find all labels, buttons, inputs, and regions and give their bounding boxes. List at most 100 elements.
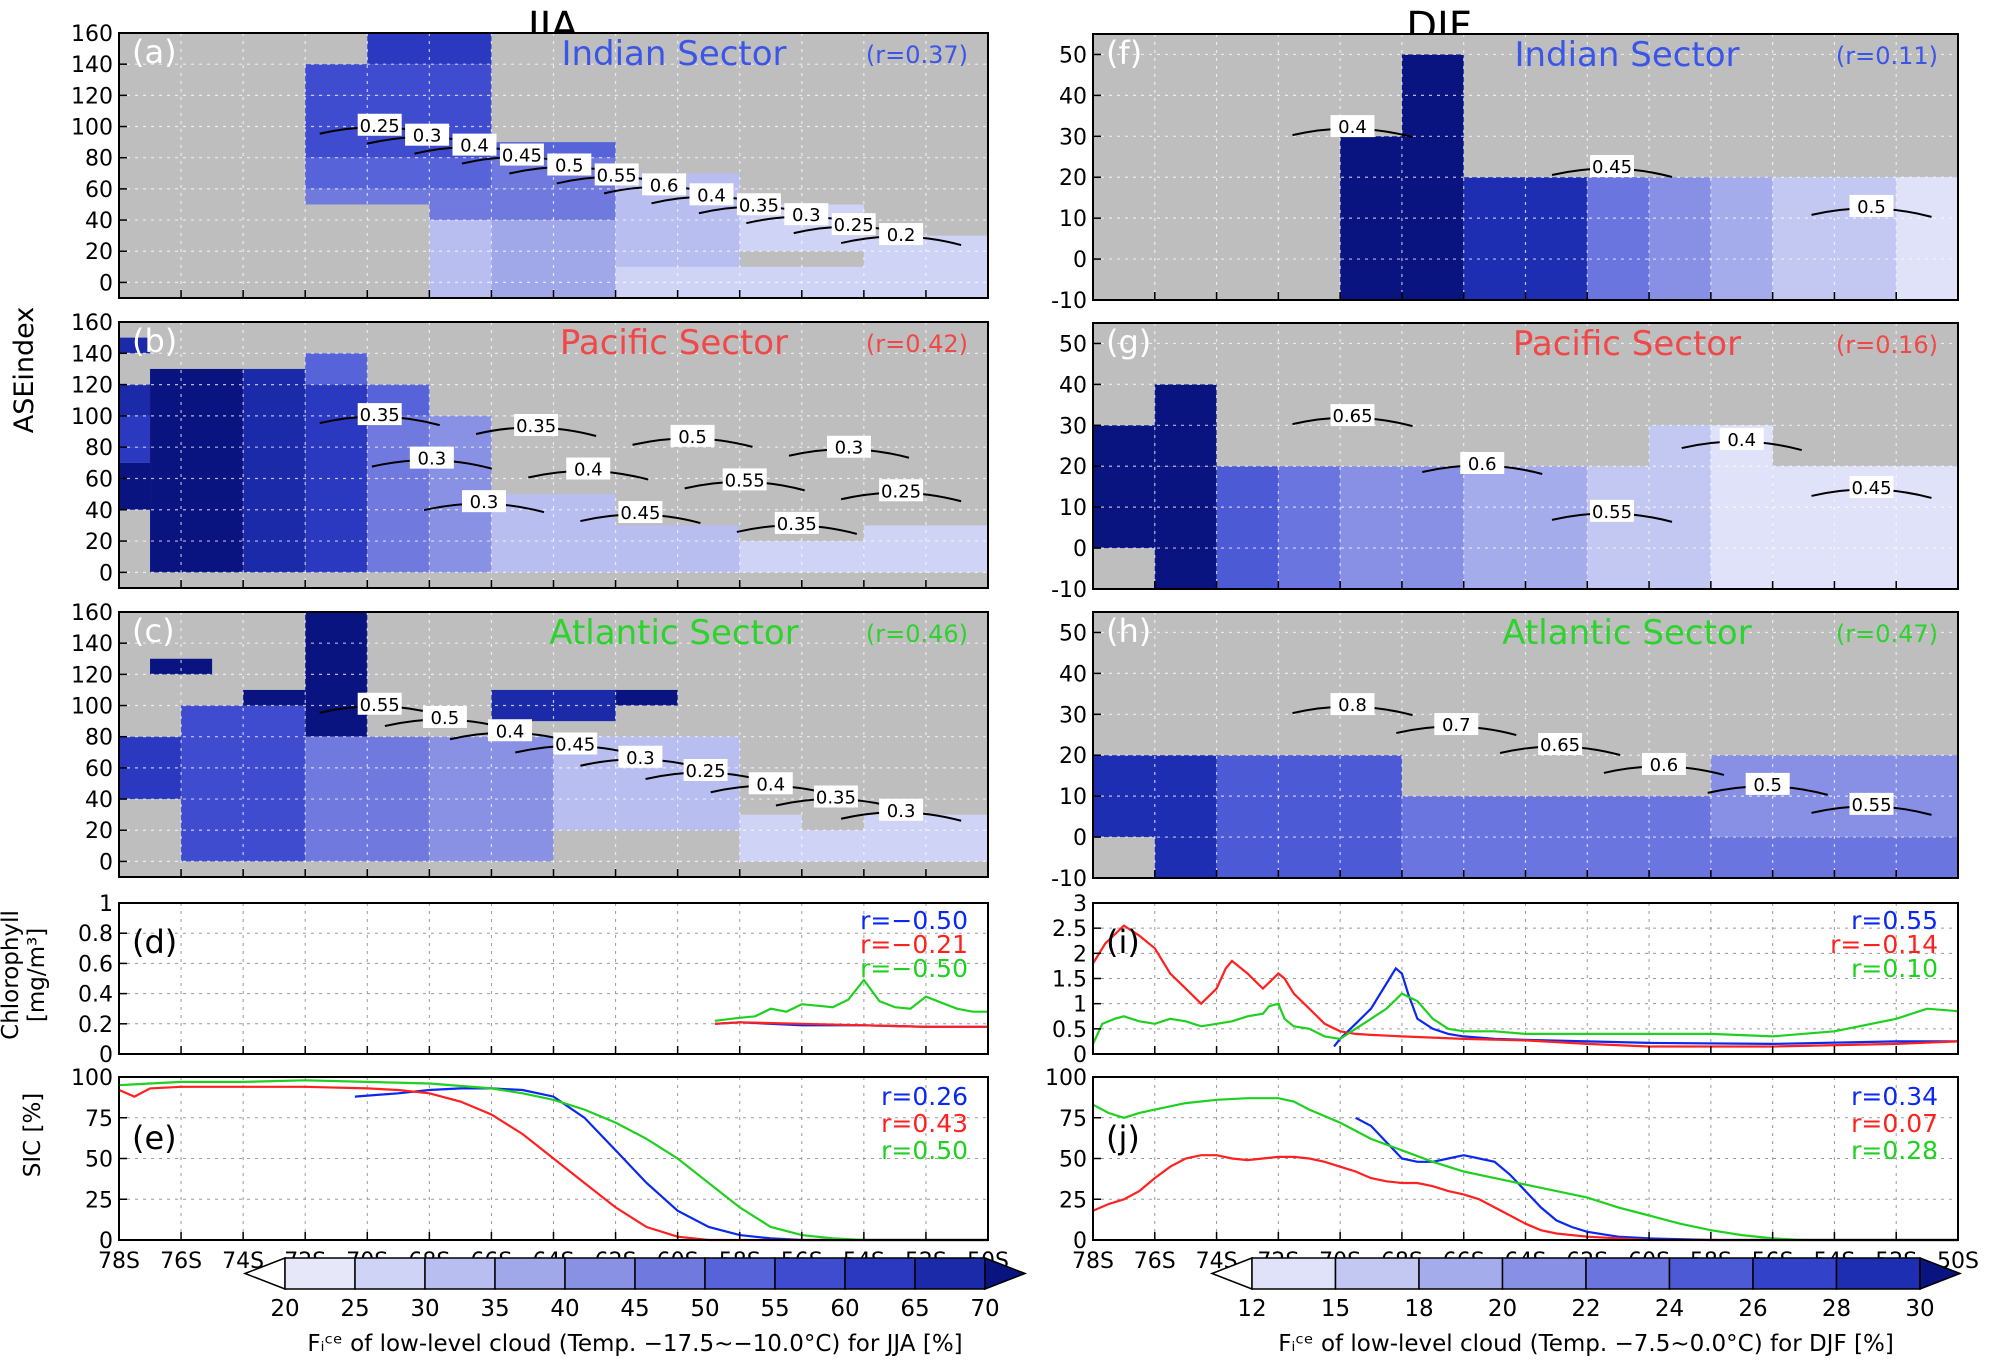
heatmap-cell bbox=[429, 204, 492, 221]
y-tick-label: 10 bbox=[1059, 207, 1087, 232]
colorbar-tick-label: 65 bbox=[900, 1296, 929, 1322]
sector-label: Atlantic Sector bbox=[1502, 613, 1751, 653]
colorbar-segment bbox=[634, 1257, 706, 1290]
y-tick-label: -10 bbox=[1051, 578, 1087, 603]
colorbar-tick-label: 20 bbox=[1488, 1296, 1517, 1322]
contour-label: 0.55 bbox=[725, 470, 765, 491]
heatmap-cell bbox=[1154, 837, 1217, 878]
panel-letter: (i) bbox=[1106, 923, 1140, 961]
colorbar-tick-label: 26 bbox=[1738, 1296, 1767, 1322]
heatmap-cell bbox=[305, 353, 368, 385]
x-tick-label: 76S bbox=[1134, 1249, 1176, 1274]
y-tick-label: 120 bbox=[71, 84, 113, 109]
colorbar-segment bbox=[1668, 1257, 1754, 1290]
contour-label-box bbox=[1538, 733, 1583, 755]
y-tick-label: 0.2 bbox=[78, 1013, 113, 1038]
contour-label: 0.25 bbox=[686, 761, 726, 782]
contour-label-box bbox=[826, 435, 871, 458]
heatmap-cell bbox=[305, 188, 492, 205]
panel-letter: (j) bbox=[1106, 1119, 1140, 1157]
series-line-green bbox=[714, 978, 988, 1022]
contour-label-box bbox=[689, 183, 734, 206]
contour-label-box bbox=[879, 479, 924, 502]
contour-label-box bbox=[722, 468, 767, 491]
colorbar-tick-label: 12 bbox=[1237, 1296, 1266, 1322]
y-tick-label: 40 bbox=[1059, 84, 1087, 109]
contour-label-box bbox=[683, 759, 728, 781]
contour-label-box bbox=[774, 511, 819, 534]
contour-label-box bbox=[547, 153, 592, 176]
colorbar-tick-label: 24 bbox=[1655, 1296, 1684, 1322]
contour-label: 0.25 bbox=[360, 116, 400, 137]
contour-label: 0.4 bbox=[756, 774, 785, 795]
colorbar-jja: 20 25 30 35 40 45 50 55 60 65 70 Fᵢᶜᵉ of low-level … bbox=[242, 1256, 1028, 1357]
contour-label: 0.8 bbox=[1338, 695, 1367, 716]
y-tick-label: 60 bbox=[85, 757, 113, 782]
y-tick-label: 1 bbox=[1073, 993, 1087, 1018]
heatmap-cell bbox=[305, 157, 492, 189]
contour-label: 0.5 bbox=[555, 156, 584, 177]
y-tick-label: 0 bbox=[1073, 537, 1087, 562]
panel-g: 0.65 0.6 0.55 0.4 0.45 Pacific Sector (r=0.16)… bbox=[1051, 322, 1959, 603]
y-tick-label: 0 bbox=[99, 850, 113, 875]
colorbar-segment bbox=[284, 1257, 356, 1290]
contour-label: 0.65 bbox=[1540, 735, 1580, 756]
heatmap-cell bbox=[1216, 755, 1402, 878]
y-tick-label: -10 bbox=[1051, 289, 1087, 314]
contour-label-box bbox=[1330, 115, 1375, 138]
y-tick-label: 0 bbox=[1073, 248, 1087, 273]
correlation-label: (r=0.16) bbox=[1836, 331, 1938, 359]
y-tick-label: 80 bbox=[85, 726, 113, 751]
heatmap-cell bbox=[150, 368, 244, 573]
contour-label: 0.6 bbox=[1650, 755, 1679, 776]
heatmap-cell bbox=[119, 384, 151, 416]
contour-label: 0.55 bbox=[360, 695, 400, 716]
heatmap-cell bbox=[615, 689, 678, 706]
colorbar-djf: 12 15 18 20 22 24 26 28 30 Fᵢᶜᵉ of low-level clou… bbox=[1209, 1256, 1963, 1357]
colorbar-tick-label: 60 bbox=[830, 1296, 859, 1322]
contour-label-box bbox=[618, 501, 663, 524]
sector-label: Pacific Sector bbox=[560, 323, 788, 363]
correlation-label-green: r=0.10 bbox=[1851, 954, 1938, 983]
correlation-label: (r=0.42) bbox=[866, 330, 968, 358]
y-tick-label: 50 bbox=[1059, 332, 1087, 357]
correlation-label-blue: r=−0.50 bbox=[860, 906, 968, 935]
y-tick-label: 1 bbox=[99, 892, 113, 917]
y-tick-label: 0 bbox=[99, 1043, 113, 1068]
y-tick-label: 0 bbox=[1073, 1229, 1087, 1254]
contour-label: 0.35 bbox=[739, 195, 779, 216]
colorbar-tick-label: 25 bbox=[340, 1296, 369, 1322]
contour-label-box bbox=[1330, 404, 1375, 427]
correlation-label-blue: r=0.26 bbox=[881, 1082, 968, 1111]
contour-label-box bbox=[748, 772, 793, 795]
colorbar-segment bbox=[1585, 1257, 1671, 1290]
panel-letter: (b) bbox=[132, 322, 177, 360]
colorbar-tick-label: 35 bbox=[480, 1296, 509, 1322]
heatmap-cell bbox=[181, 705, 306, 862]
correlation-label-red: r=0.07 bbox=[1851, 1109, 1938, 1138]
y-tick-label: 20 bbox=[1059, 455, 1087, 480]
heatmap-cell bbox=[243, 689, 306, 706]
colorbar-segment bbox=[354, 1257, 426, 1290]
contour-label: 0.45 bbox=[1851, 478, 1891, 499]
series-line-red bbox=[714, 1021, 988, 1028]
contour-label-box bbox=[670, 424, 715, 447]
contour-label: 0.45 bbox=[1592, 157, 1632, 178]
y-tick-label: 50 bbox=[1059, 43, 1087, 68]
y-tick-label: 40 bbox=[85, 209, 113, 234]
y-label-chlorophyll-units: [mg/m³] bbox=[24, 928, 50, 1022]
contour-label-box bbox=[488, 719, 533, 742]
heatmap-cell bbox=[1340, 466, 1464, 589]
y-tick-label: 0 bbox=[99, 271, 113, 296]
contour-label-box bbox=[813, 785, 858, 808]
series-line-green bbox=[118, 1079, 988, 1242]
correlation-label-green: r=0.28 bbox=[1851, 1136, 1938, 1165]
y-tick-label: 100 bbox=[71, 695, 113, 720]
colorbar-tick-label: 45 bbox=[620, 1296, 649, 1322]
contour-label-box bbox=[1590, 155, 1634, 177]
contour-label-box bbox=[1641, 752, 1686, 775]
y-tick-label: 3 bbox=[1073, 892, 1087, 917]
panel-d: r=−0.50r=−0.21r=−0.50 (d) 0 0.2 0.4 0.6 0.8 1 bbox=[78, 892, 989, 1068]
correlation-label-red: r=0.43 bbox=[881, 1109, 968, 1138]
